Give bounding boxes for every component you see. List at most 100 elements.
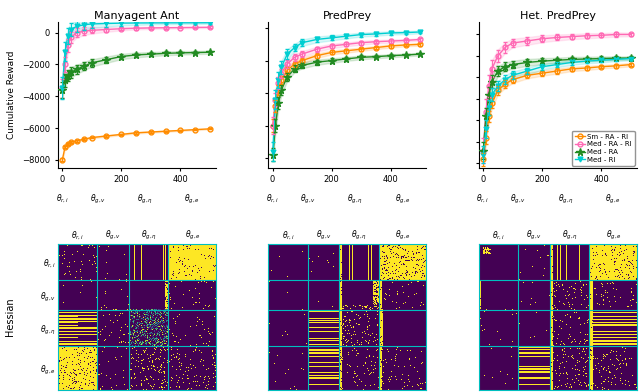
Med - RA [479,148,487,153]
Med - RA [509,62,516,67]
Sm - RA - RI [612,64,620,68]
Sm - RA - RI [132,131,140,135]
Med - RA - RI [612,32,620,37]
Med - RA [291,66,298,71]
Med - RA [58,87,66,92]
Line: Med - RA - RI: Med - RA - RI [481,32,634,153]
Title: Het. PredPrey: Het. PredPrey [520,11,596,21]
Med - RA - RI [284,62,291,66]
Line: Med - RI: Med - RI [60,20,212,91]
Legend: Sm - RA - RI, Med - RA - RI, Med - RA, Med - RI: Sm - RA - RI, Med - RA - RI, Med - RA, M… [572,131,635,166]
Med - RA [553,58,561,63]
Med - RA - RI [81,29,88,33]
Text: $\theta_{g,e}$: $\theta_{g,e}$ [184,192,200,206]
Med - RI [328,35,335,40]
Med - RA [271,123,279,128]
Med - RA - RI [61,62,69,67]
Med - RI [64,33,72,38]
Med - RA - RI [313,47,321,51]
Med - RI [177,20,184,25]
Med - RA - RI [88,28,95,33]
Med - RA [177,51,184,55]
Sm - RA - RI [402,43,410,47]
Med - RA [206,50,214,54]
Med - RA [568,57,575,62]
Med - RA - RI [278,71,285,76]
Sm - RA - RI [81,137,88,142]
Med - RA - RI [402,38,410,43]
Med - RA - RI [538,36,546,41]
Sm - RA - RI [372,45,380,50]
Sm - RA - RI [284,68,291,73]
Sm - RA - RI [291,62,298,66]
Med - RI [417,30,424,34]
Med - RI [58,86,66,91]
Text: $\theta_{r,i}$: $\theta_{r,i}$ [476,192,490,205]
Line: Med - RI: Med - RI [481,56,634,157]
Med - RA - RI [147,25,155,30]
Med - RA [488,80,496,84]
Text: $\theta_{g,e}$: $\theta_{g,e}$ [395,192,411,206]
Sm - RA - RI [177,128,184,133]
Med - RA [313,60,321,65]
Med - RI [102,21,110,26]
Sm - RA - RI [269,123,276,128]
Sm - RA - RI [479,157,487,162]
Med - RA [372,54,380,59]
Line: Med - RA - RI: Med - RA - RI [270,37,423,128]
Med - RA - RI [117,26,125,31]
Med - RA [357,55,365,60]
Med - RA - RI [598,33,605,38]
Line: Med - RA: Med - RA [269,50,424,159]
Med - RI [147,20,155,25]
Med - RA [501,64,509,69]
Sm - RA - RI [67,140,75,145]
Med - RI [269,149,276,154]
Sm - RA - RI [147,130,155,134]
Line: Med - RI: Med - RI [270,29,423,154]
Med - RI [357,32,365,37]
Med - RA - RI [479,148,487,153]
Med - RI [88,22,95,26]
Med - RI [482,127,490,131]
Med - RA - RI [342,42,350,47]
Sm - RA - RI [278,78,285,82]
Med - RI [372,31,380,36]
Med - RI [568,60,575,65]
Med - RA [117,54,125,59]
Med - RI [73,24,81,29]
Text: $\theta_{g,\eta}$: $\theta_{g,\eta}$ [137,192,153,206]
Med - RA - RI [568,34,575,39]
Med - RI [271,97,279,102]
Sm - RA - RI [275,87,282,92]
Med - RI [494,84,502,89]
Sm - RA - RI [162,129,170,134]
Med - RI [582,59,590,64]
Med - RI [342,34,350,38]
Med - RA - RI [64,43,72,48]
Sm - RA - RI [524,73,531,78]
Med - RI [612,57,620,62]
Y-axis label: Cumulative Reward: Cumulative Reward [7,51,16,139]
Med - RI [275,78,282,82]
Text: $\theta_{g,\eta}$: $\theta_{g,\eta}$ [558,192,574,206]
Med - RA [64,73,72,78]
Med - RI [291,45,298,50]
Med - RI [191,20,199,25]
Med - RI [206,20,214,25]
Sm - RA - RI [206,127,214,131]
Med - RI [81,22,88,27]
Text: $\theta_{g,e}$: $\theta_{g,e}$ [605,192,621,206]
Med - RA [162,51,170,56]
Med - RI [553,62,561,67]
Med - RA - RI [494,54,502,58]
Text: $\theta_{g,v}$: $\theta_{g,v}$ [90,192,106,206]
Sm - RA - RI [488,101,496,105]
Text: $\theta_{g,v}$: $\theta_{g,v}$ [511,192,527,206]
Med - RA [67,70,75,75]
Line: Sm - RA - RI: Sm - RA - RI [481,62,634,162]
Med - RA - RI [191,25,199,30]
Sm - RA - RI [501,82,509,86]
Line: Med - RA - RI: Med - RA - RI [60,25,212,91]
Med - RA - RI [177,25,184,30]
